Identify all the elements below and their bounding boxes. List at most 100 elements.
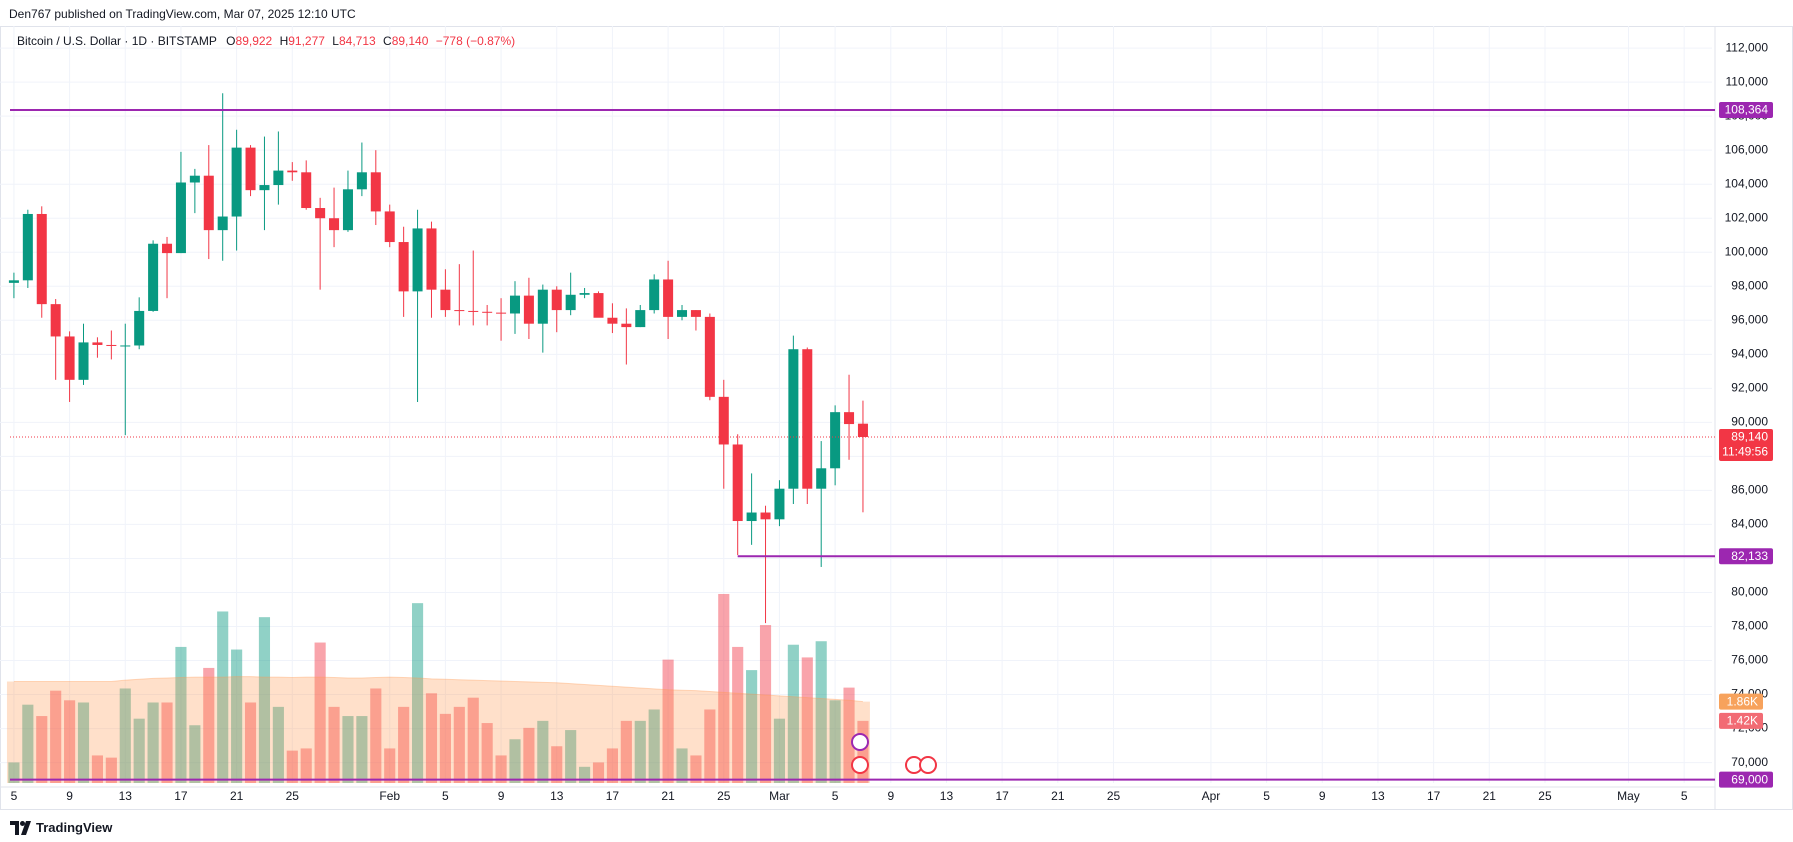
volume-bar bbox=[203, 667, 215, 783]
countdown-label: 11:49:56 bbox=[1722, 445, 1768, 459]
volume-bar bbox=[565, 730, 577, 783]
event-icon[interactable] bbox=[851, 733, 869, 751]
volume-bar bbox=[773, 718, 786, 783]
volume-bar bbox=[509, 739, 521, 783]
x-tick-label: 17 bbox=[174, 789, 188, 803]
candle-body bbox=[579, 293, 590, 295]
y-tick-label: 76,000 bbox=[1731, 653, 1768, 667]
level-label: 82,133 bbox=[1731, 549, 1768, 563]
volume-bar bbox=[161, 702, 173, 783]
candle-body bbox=[64, 336, 75, 380]
y-tick-label: 100,000 bbox=[1725, 244, 1769, 258]
volume-bar bbox=[119, 688, 131, 783]
volume-bar bbox=[718, 593, 730, 783]
current-price-label: 89,140 bbox=[1731, 430, 1768, 444]
publish-info: Den767 published on TradingView.com, Mar… bbox=[9, 7, 356, 21]
candle-body bbox=[509, 295, 521, 314]
candle-body bbox=[22, 213, 33, 281]
candle-body bbox=[120, 345, 131, 347]
candle-body bbox=[454, 310, 465, 312]
chart-frame bbox=[0, 26, 1793, 810]
x-tick-label: 9 bbox=[1319, 789, 1326, 803]
y-tick-label: 86,000 bbox=[1731, 483, 1768, 497]
candle-body bbox=[36, 213, 47, 305]
x-tick-label: 25 bbox=[286, 789, 300, 803]
candle-body bbox=[830, 412, 841, 469]
level-label-box bbox=[1719, 101, 1773, 118]
brand: TradingView bbox=[36, 820, 113, 835]
volume-label: 1.42K bbox=[1727, 714, 1758, 728]
y-tick-label: 98,000 bbox=[1731, 278, 1768, 292]
volume-bar bbox=[105, 757, 117, 783]
y-tick-label: 78,000 bbox=[1731, 619, 1768, 633]
y-tick-label: 96,000 bbox=[1731, 312, 1768, 326]
candle-body bbox=[50, 304, 61, 337]
y-tick-label: 70,000 bbox=[1731, 755, 1768, 769]
volume-bar bbox=[328, 706, 340, 783]
level-label-box bbox=[1719, 771, 1773, 788]
footer: TradingView bbox=[10, 820, 112, 835]
candle-body bbox=[844, 412, 855, 425]
candle-body bbox=[565, 294, 576, 311]
x-tick-label: 13 bbox=[119, 789, 133, 803]
volume-bar bbox=[272, 706, 284, 783]
candle-body bbox=[635, 310, 646, 328]
volume-ma-fill bbox=[6, 676, 870, 783]
volume-bar bbox=[704, 709, 716, 783]
volume-bar bbox=[411, 603, 424, 783]
candle-body bbox=[78, 342, 89, 380]
x-tick-label: Feb bbox=[379, 789, 400, 803]
y-tick-label: 106,000 bbox=[1725, 142, 1769, 156]
candle-body bbox=[774, 488, 785, 520]
volume-ma-label: 1.86K bbox=[1727, 694, 1758, 708]
y-tick-label: 92,000 bbox=[1731, 381, 1768, 395]
candle-body bbox=[217, 216, 228, 231]
volume-bar bbox=[8, 762, 20, 783]
legend-key: O bbox=[226, 34, 236, 48]
candle-body bbox=[857, 423, 868, 437]
volume-bar bbox=[342, 716, 354, 783]
candle-body bbox=[398, 242, 409, 292]
volume-bar bbox=[189, 725, 201, 783]
volume-bar bbox=[648, 709, 660, 783]
event-icon[interactable] bbox=[851, 756, 869, 774]
legend-change: −778 (−0.87%) bbox=[435, 34, 516, 48]
volume-bar bbox=[175, 646, 187, 783]
y-tick-label: 110,000 bbox=[1726, 74, 1769, 88]
x-tick-label: 25 bbox=[1107, 789, 1121, 803]
volume-bar bbox=[36, 716, 48, 783]
x-tick-label: 5 bbox=[11, 789, 18, 803]
candle-body bbox=[677, 310, 688, 317]
x-tick-label: 5 bbox=[442, 789, 449, 803]
candle-body bbox=[134, 310, 145, 346]
level-label: 69,000 bbox=[1731, 772, 1768, 786]
candle-body bbox=[816, 468, 827, 489]
candle-body bbox=[189, 175, 200, 183]
candle-body bbox=[287, 170, 298, 173]
candle-body bbox=[732, 444, 743, 522]
volume-bar bbox=[50, 690, 62, 783]
x-tick-label: 17 bbox=[995, 789, 1009, 803]
volume-bar bbox=[746, 670, 758, 783]
volume-bar bbox=[843, 687, 855, 783]
logo bbox=[10, 820, 31, 835]
x-tick-label: Apr bbox=[1202, 789, 1221, 803]
volume-bar bbox=[22, 704, 34, 783]
candle-body bbox=[523, 295, 534, 324]
volume-bar bbox=[523, 727, 535, 783]
volume-bar bbox=[857, 720, 869, 783]
candle-body bbox=[259, 185, 270, 191]
x-tick-label: 5 bbox=[1681, 789, 1688, 803]
volume-bar bbox=[217, 611, 229, 783]
volume-bar bbox=[231, 649, 243, 783]
x-tick-label: 5 bbox=[1263, 789, 1270, 803]
volume-bar bbox=[453, 706, 465, 783]
y-tick-label: 84,000 bbox=[1731, 517, 1768, 531]
event-icon[interactable] bbox=[919, 756, 937, 774]
volume-bar bbox=[77, 702, 90, 783]
volume-bar bbox=[787, 644, 799, 783]
level-label: 108,364 bbox=[1725, 103, 1769, 117]
candle-body bbox=[342, 189, 353, 231]
x-tick-label: Mar bbox=[769, 789, 790, 803]
